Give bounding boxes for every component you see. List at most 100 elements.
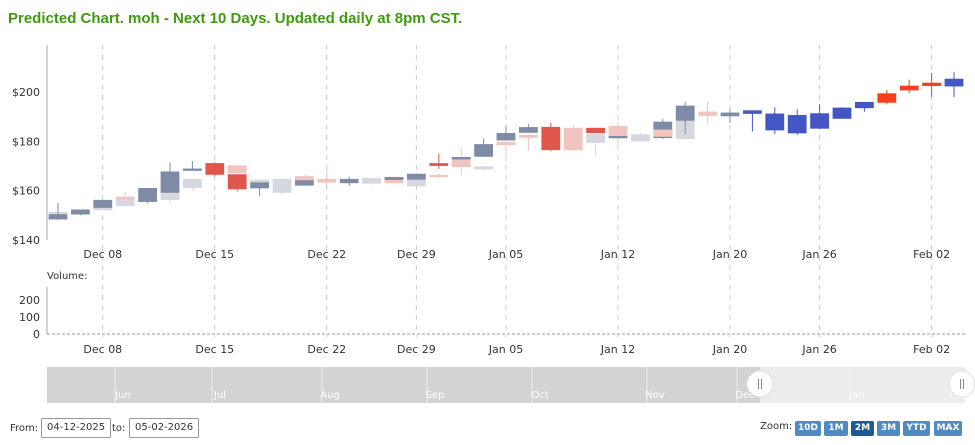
to-date-input[interactable]: 05-02-2026	[129, 418, 200, 438]
from-date-input[interactable]: 04-12-2025	[41, 418, 112, 438]
candle-body	[787, 115, 807, 134]
candle-body	[250, 179, 270, 184]
navigator-month-label: Sep	[426, 390, 445, 401]
chart-title: Predicted Chart. moh - Next 10 Days. Upd…	[8, 10, 463, 27]
volume-x-tick-label: Dec 29	[397, 343, 436, 356]
candle-body	[653, 129, 673, 137]
volume-label: Volume:	[47, 271, 88, 282]
candle-body	[474, 166, 494, 170]
candle-body	[944, 78, 964, 87]
volume-x-tick-label: Feb 02	[913, 343, 950, 356]
candle-body	[182, 178, 202, 189]
volume-x-tick-label: Jan 20	[712, 343, 747, 356]
candle-body	[586, 133, 605, 143]
candle-body	[384, 176, 404, 180]
volume-x-tick-label: Dec 22	[307, 343, 346, 356]
navigator-right-handle[interactable]	[948, 370, 975, 398]
candle-body	[675, 105, 695, 121]
navigator-left-handle[interactable]	[746, 370, 774, 398]
candle-body	[608, 135, 628, 139]
from-label: From:	[10, 423, 39, 434]
candle-body	[922, 82, 941, 86]
zoom-10d-button[interactable]: 10D	[795, 421, 821, 436]
candle-body	[451, 156, 471, 160]
candle-body	[720, 112, 740, 117]
candle-body	[765, 113, 785, 131]
navigator-selected-range	[760, 367, 965, 403]
candle-body	[138, 188, 158, 202]
y-tick-label: $160	[12, 185, 40, 198]
candle-body	[608, 125, 628, 137]
volume-y-tick-label: 100	[19, 311, 40, 324]
candle-body	[362, 177, 382, 184]
y-tick-label: $200	[12, 86, 40, 99]
candle-body	[541, 126, 561, 151]
candle-body	[698, 111, 717, 116]
candle-body	[339, 178, 359, 184]
x-tick-label: Jan 12	[600, 248, 635, 261]
x-tick-label: Dec 29	[397, 248, 436, 261]
candle-body	[272, 178, 292, 193]
candle-body	[832, 107, 852, 119]
candle-body	[317, 178, 337, 183]
zoom-max-button[interactable]: MAX	[934, 421, 962, 436]
navigator-month-label: Aug	[320, 390, 340, 401]
navigator-month-label: Jul	[213, 390, 226, 401]
candle-body	[205, 163, 225, 175]
candle-body	[496, 133, 516, 141]
candle-body	[519, 127, 538, 133]
candle-body	[182, 168, 202, 171]
x-tick-label: Jan 20	[712, 248, 747, 261]
navigator-month-label: Dec	[735, 390, 754, 401]
to-label: to:	[112, 423, 126, 434]
candle-body	[429, 163, 449, 166]
candle-body	[71, 209, 90, 215]
candle-body	[294, 176, 314, 181]
volume-x-tick-label: Jan 26	[801, 343, 836, 356]
candle-body	[227, 165, 247, 174]
x-tick-label: Jan 05	[488, 248, 523, 261]
candle-body	[519, 134, 538, 138]
candle-body	[496, 141, 516, 146]
candle-body	[855, 101, 874, 109]
x-tick-label: Dec 08	[83, 248, 122, 261]
zoom-ytd-button[interactable]: YTD	[903, 421, 930, 436]
y-tick-label: $140	[12, 234, 40, 247]
volume-x-tick-label: Dec 15	[195, 343, 234, 356]
candle-body	[93, 199, 113, 208]
navigator-month-label: Nov	[645, 390, 665, 401]
candle-body	[384, 179, 404, 184]
navigator-month-label: Jun	[114, 390, 131, 401]
candle-body	[631, 134, 650, 142]
navigator-month-label: Oct	[531, 390, 548, 401]
candle-body	[899, 85, 919, 91]
zoom-label: Zoom:	[760, 421, 793, 432]
volume-x-tick-label: Jan 05	[488, 343, 523, 356]
candle-body	[294, 180, 314, 186]
candle-body	[406, 179, 426, 187]
candle-body	[877, 93, 897, 103]
zoom-2m-button[interactable]: 2M	[851, 421, 874, 436]
volume-y-tick-label: 0	[33, 328, 40, 341]
candle-body	[115, 198, 135, 207]
candle-body	[474, 144, 494, 157]
candle-body	[586, 127, 605, 134]
x-tick-label: Dec 22	[307, 248, 346, 261]
volume-y-tick-label: 200	[19, 294, 40, 307]
candle-body	[250, 182, 270, 189]
volume-x-tick-label: Jan 12	[600, 343, 635, 356]
x-tick-label: Dec 15	[195, 248, 234, 261]
price-chart[interactable]: $140 $160 $180 $200 Dec 08 Dec 08 Dec 15 Dec 15…	[0, 0, 975, 410]
x-tick-label: Jan 26	[801, 248, 836, 261]
candle-body	[48, 214, 68, 220]
candle-body	[810, 113, 829, 129]
candle-body	[160, 171, 180, 193]
candle-body	[563, 127, 583, 151]
y-tick-label: $180	[12, 135, 40, 148]
navigator-month-label: Jan	[848, 390, 864, 401]
zoom-1m-button[interactable]: 1M	[824, 421, 848, 436]
zoom-3m-button[interactable]: 3M	[877, 421, 900, 436]
x-tick-label: Feb 02	[913, 248, 950, 261]
volume-x-tick-label: Dec 08	[83, 343, 122, 356]
